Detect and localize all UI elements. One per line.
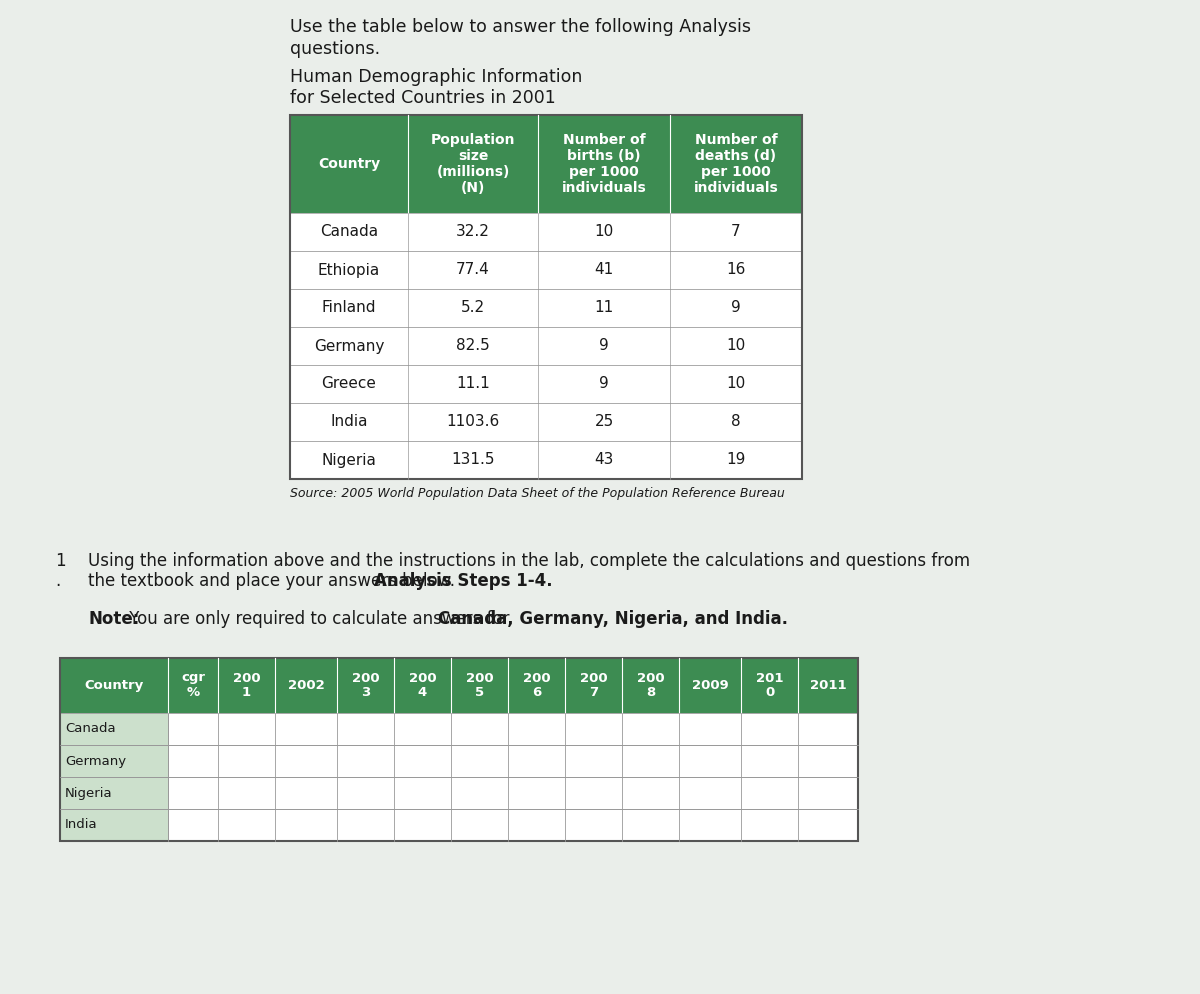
Text: the textbook and place your answers below.: the textbook and place your answers belo…	[88, 572, 461, 590]
Text: 1: 1	[55, 552, 66, 570]
Text: 8: 8	[731, 414, 740, 429]
Bar	[60, 745, 168, 777]
Text: questions.: questions.	[290, 40, 380, 58]
Text: Source: 2005 World Population Data Sheet of the Population Reference Bureau: Source: 2005 World Population Data Sheet…	[290, 487, 785, 500]
Text: India: India	[330, 414, 367, 429]
Bar	[168, 713, 858, 745]
Text: 131.5: 131.5	[451, 452, 494, 467]
Text: 25: 25	[594, 414, 613, 429]
Text: 200
8: 200 8	[637, 672, 665, 700]
Text: 32.2: 32.2	[456, 225, 490, 240]
Bar	[168, 745, 858, 777]
Text: cgr
%: cgr %	[181, 672, 205, 700]
Text: 10: 10	[726, 377, 745, 392]
Bar	[60, 809, 168, 841]
Text: 200
5: 200 5	[466, 672, 493, 700]
Text: 200
3: 200 3	[352, 672, 379, 700]
Bar	[60, 713, 168, 745]
Text: Nigeria: Nigeria	[65, 786, 113, 799]
Text: You are only required to calculate answers for: You are only required to calculate answe…	[124, 610, 515, 628]
Text: 7: 7	[731, 225, 740, 240]
Text: Using the information above and the instructions in the lab, complete the calcul: Using the information above and the inst…	[88, 552, 970, 570]
Text: 10: 10	[726, 339, 745, 354]
Bar	[60, 658, 858, 713]
Text: Number of
deaths (d)
per 1000
individuals: Number of deaths (d) per 1000 individual…	[694, 133, 779, 195]
Text: Greece: Greece	[322, 377, 377, 392]
Bar	[60, 658, 858, 841]
Text: 9: 9	[599, 339, 608, 354]
Bar	[290, 327, 802, 365]
Text: Germany: Germany	[314, 339, 384, 354]
Text: Country: Country	[318, 157, 380, 171]
Text: Number of
births (b)
per 1000
individuals: Number of births (b) per 1000 individual…	[562, 133, 647, 195]
Text: 11: 11	[594, 300, 613, 315]
Bar	[290, 289, 802, 327]
Text: Canada: Canada	[320, 225, 378, 240]
Text: 41: 41	[594, 262, 613, 277]
Text: 2002: 2002	[288, 679, 324, 692]
Bar	[290, 441, 802, 479]
Text: Nigeria: Nigeria	[322, 452, 377, 467]
Text: .: .	[55, 572, 60, 590]
Text: for Selected Countries in 2001: for Selected Countries in 2001	[290, 89, 556, 107]
Text: 1103.6: 1103.6	[446, 414, 499, 429]
Bar	[290, 251, 802, 289]
Bar	[290, 213, 802, 251]
Text: Finland: Finland	[322, 300, 377, 315]
Text: 11.1: 11.1	[456, 377, 490, 392]
Text: 5.2: 5.2	[461, 300, 485, 315]
Bar	[168, 777, 858, 809]
Text: Ethiopia: Ethiopia	[318, 262, 380, 277]
Text: 200
1: 200 1	[233, 672, 260, 700]
Text: 77.4: 77.4	[456, 262, 490, 277]
Bar	[60, 777, 168, 809]
Bar	[290, 403, 802, 441]
Text: 19: 19	[726, 452, 745, 467]
Text: 2009: 2009	[691, 679, 728, 692]
Text: Use the table below to answer the following Analysis: Use the table below to answer the follow…	[290, 18, 751, 36]
Text: Country: Country	[84, 679, 144, 692]
Text: 82.5: 82.5	[456, 339, 490, 354]
Text: 200
4: 200 4	[409, 672, 437, 700]
Text: Population
size
(millions)
(N): Population size (millions) (N)	[431, 133, 515, 195]
Text: Canada: Canada	[65, 723, 115, 736]
Text: 9: 9	[731, 300, 740, 315]
Text: 200
7: 200 7	[580, 672, 607, 700]
Text: 10: 10	[594, 225, 613, 240]
Text: 16: 16	[726, 262, 745, 277]
Text: Canada, Germany, Nigeria, and India.: Canada, Germany, Nigeria, and India.	[438, 610, 788, 628]
Bar	[290, 115, 802, 213]
Text: 9: 9	[599, 377, 608, 392]
Text: 2011: 2011	[810, 679, 846, 692]
Text: Note:: Note:	[88, 610, 139, 628]
Bar	[168, 809, 858, 841]
Text: 43: 43	[594, 452, 613, 467]
Text: 200
6: 200 6	[523, 672, 551, 700]
Text: Human Demographic Information: Human Demographic Information	[290, 68, 582, 86]
Text: Analysis Steps 1-4.: Analysis Steps 1-4.	[374, 572, 552, 590]
Bar	[290, 115, 802, 479]
Text: Germany: Germany	[65, 754, 126, 767]
Bar	[290, 365, 802, 403]
Text: 201
0: 201 0	[756, 672, 784, 700]
Text: India: India	[65, 818, 97, 832]
